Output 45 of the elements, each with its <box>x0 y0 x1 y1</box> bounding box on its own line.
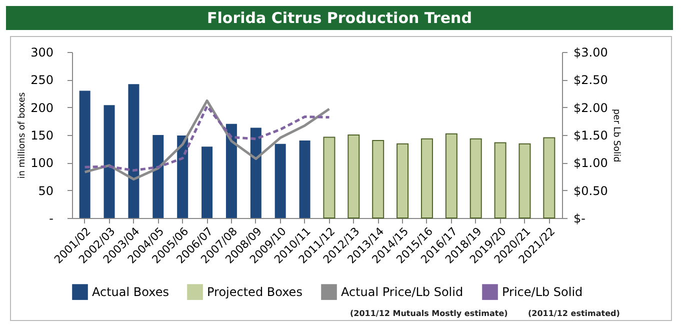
bar <box>274 144 286 218</box>
text: (2011/12 Mutuals Mostly estimate) <box>350 309 508 318</box>
legend-label: Projected Boxes <box>207 285 302 300</box>
bar <box>372 140 384 218</box>
bar <box>177 136 188 218</box>
bar <box>250 128 262 218</box>
bar <box>202 146 213 218</box>
legend-label: Price/Lb Solid <box>502 285 583 300</box>
bar <box>79 90 90 218</box>
line-series <box>84 99 330 181</box>
y-tick-label: - <box>49 212 54 226</box>
y-axis-title: in millions of boxes <box>18 92 28 179</box>
line-series <box>84 104 330 172</box>
y-tick-label: 200 <box>30 100 54 115</box>
bar <box>470 138 482 218</box>
legend-label: Actual Boxes <box>92 285 169 300</box>
y-tick-label: 50 <box>38 184 54 198</box>
y-tick-label: 150 <box>30 128 54 142</box>
bar <box>152 135 164 218</box>
y2-tick-label: $3.00 <box>574 46 608 60</box>
bar <box>518 143 531 218</box>
bar <box>543 137 556 218</box>
bar <box>104 105 115 218</box>
y2-tick-label: $2.50 <box>574 73 608 88</box>
chart-title: Florida Citrus Production Trend <box>6 6 673 30</box>
bar <box>396 143 409 218</box>
y2-tick-label: $0.50 <box>574 184 608 198</box>
bar <box>226 124 237 218</box>
legend-label: Actual Price/Lb Solid <box>341 285 464 300</box>
bar <box>420 138 433 218</box>
y2-tick-label: $1.50 <box>574 128 608 142</box>
bar <box>494 142 506 218</box>
y2-tick-label: $1.00 <box>574 156 608 170</box>
y2-tick-label: $2.00 <box>574 100 608 115</box>
bar <box>445 133 458 218</box>
bar <box>323 136 336 218</box>
y-tick-label: 300 <box>30 46 54 60</box>
y2-axis-title: per Lb Solid <box>610 108 621 162</box>
bar <box>299 140 310 218</box>
y-tick-label: 100 <box>30 156 54 170</box>
y2-tick-label: $- <box>574 212 586 226</box>
text: (2011/12 estimated) <box>528 309 620 318</box>
bar <box>348 134 360 218</box>
bar <box>128 84 140 218</box>
y-tick-label: 250 <box>30 73 54 88</box>
